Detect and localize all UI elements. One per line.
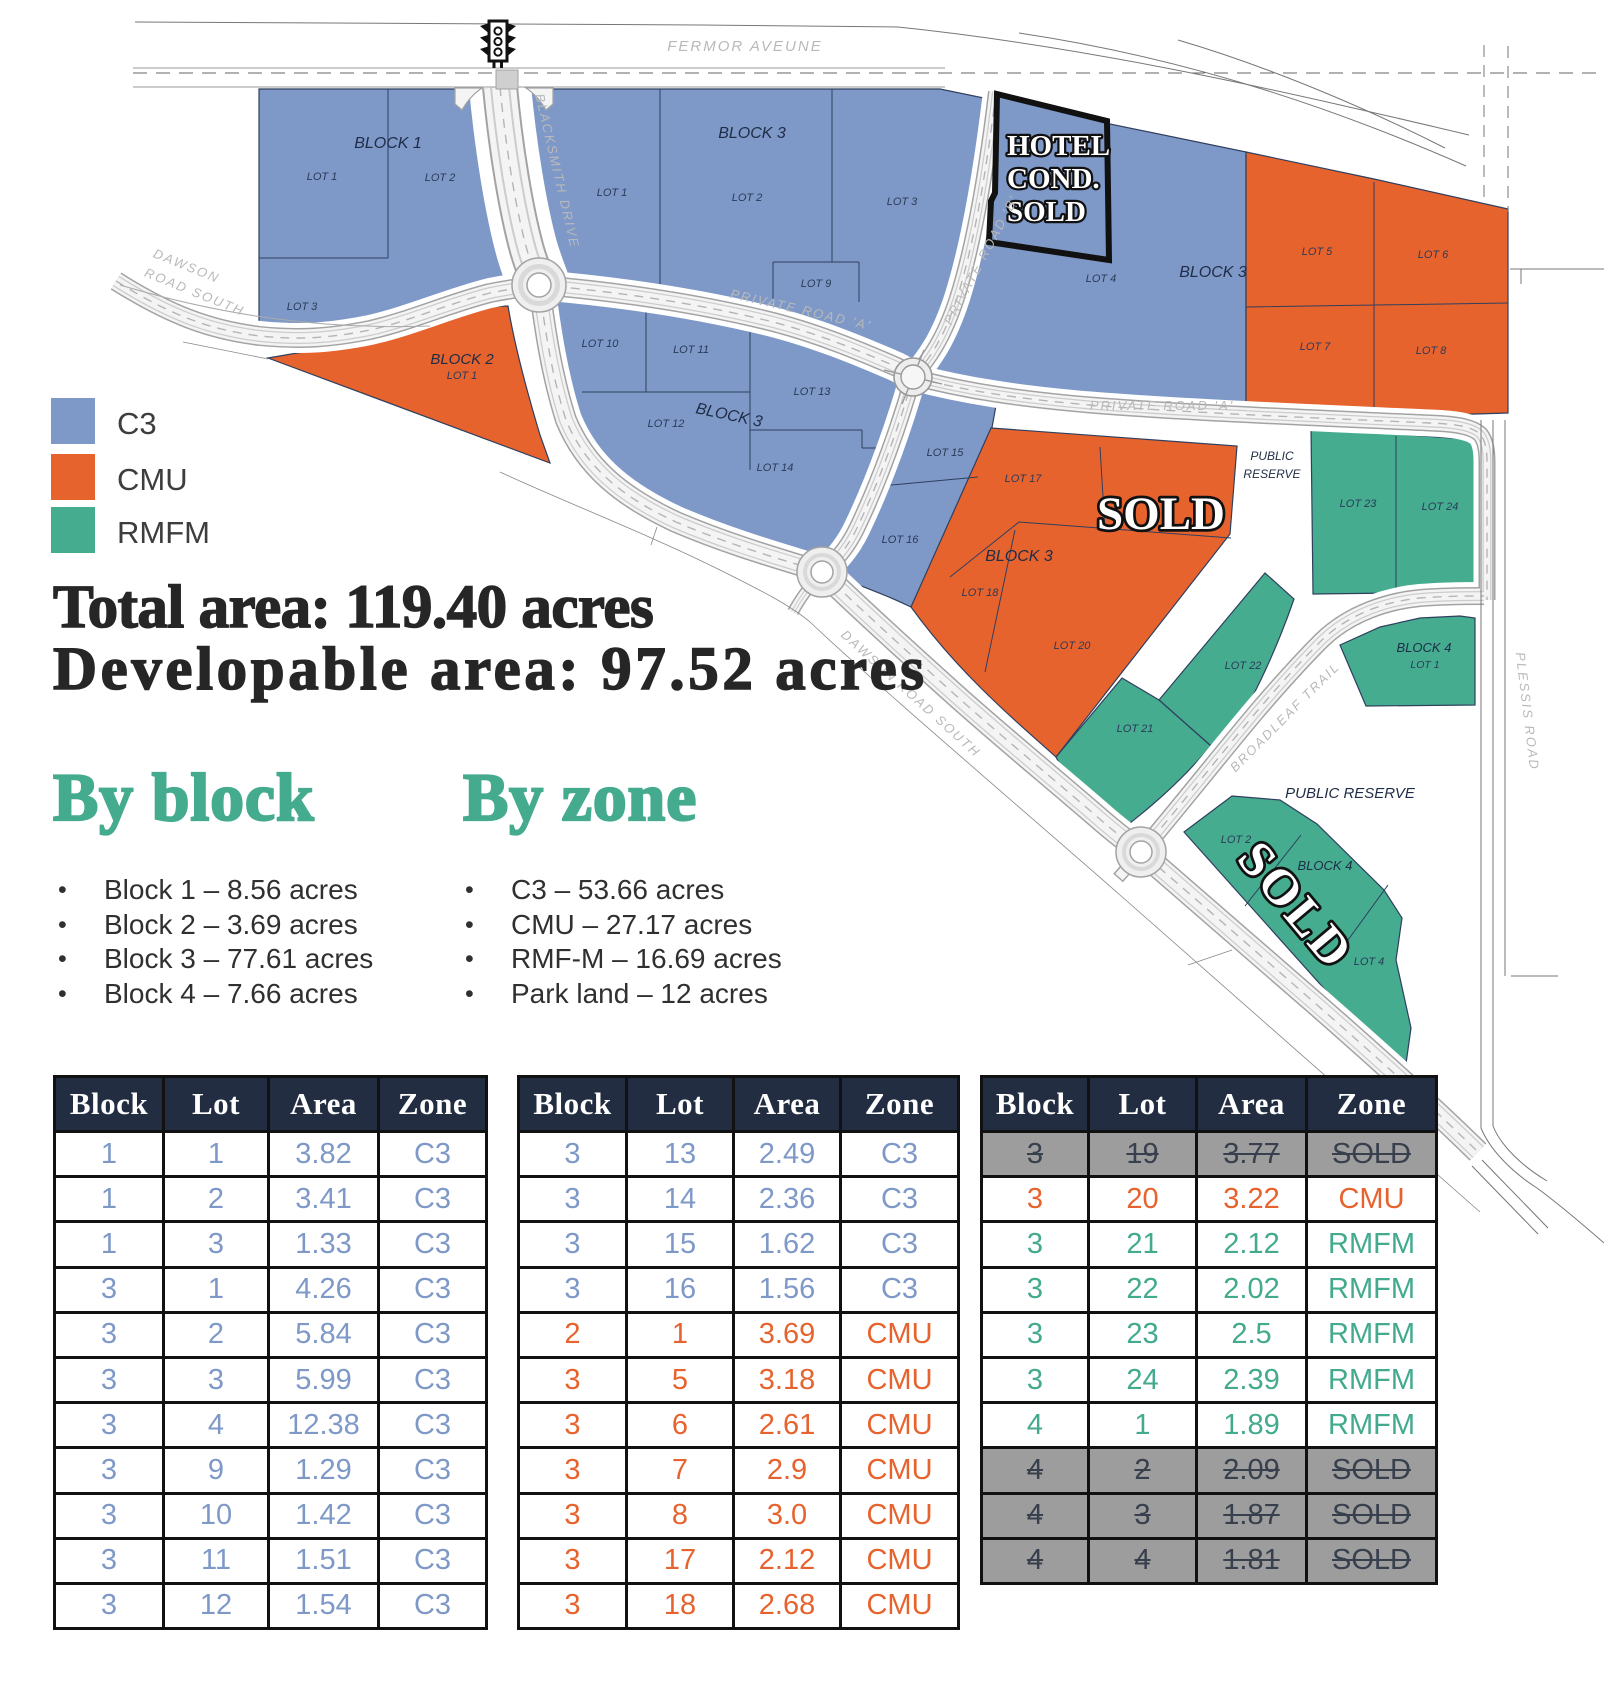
svg-text:LOT 9: LOT 9	[801, 278, 832, 290]
svg-text:BLOCK 4: BLOCK 4	[1298, 858, 1353, 873]
svg-text:LOT 5: LOT 5	[1302, 246, 1333, 258]
svg-text:PUBLIC: PUBLIC	[1250, 449, 1294, 463]
svg-text:LOT 12: LOT 12	[648, 418, 685, 430]
svg-text:LOT 8: LOT 8	[1416, 345, 1447, 357]
svg-text:LOT 18: LOT 18	[962, 587, 1000, 599]
svg-text:LOT 6: LOT 6	[1418, 249, 1449, 261]
svg-text:LOT 2: LOT 2	[732, 192, 763, 204]
svg-text:LOT 13: LOT 13	[794, 386, 832, 398]
svg-text:SOLD: SOLD	[1097, 488, 1225, 540]
svg-text:PLESSIS ROAD: PLESSIS ROAD	[1513, 651, 1542, 771]
svg-text:LOT 11: LOT 11	[673, 344, 709, 356]
svg-text:BLOCK 3: BLOCK 3	[985, 548, 1053, 565]
svg-text:LOT 20: LOT 20	[1054, 640, 1092, 652]
svg-text:LOT 1: LOT 1	[597, 187, 628, 199]
svg-text:LOT 1: LOT 1	[1410, 659, 1439, 671]
svg-text:FERMOR AVEUNE: FERMOR AVEUNE	[667, 38, 822, 55]
svg-text:LOT 3: LOT 3	[887, 196, 918, 208]
svg-text:LOT 22: LOT 22	[1225, 660, 1262, 672]
svg-text:HOTEL: HOTEL	[1007, 130, 1110, 162]
svg-text:LOT 17: LOT 17	[1005, 473, 1043, 485]
svg-text:LOT 1: LOT 1	[307, 171, 338, 183]
svg-text:LOT 23: LOT 23	[1340, 498, 1378, 510]
svg-text:PUBLIC RESERVE: PUBLIC RESERVE	[1285, 785, 1416, 802]
svg-text:BLOCK 1: BLOCK 1	[354, 135, 422, 152]
svg-text:BLOCK 4: BLOCK 4	[1397, 640, 1452, 655]
svg-text:LOT 24: LOT 24	[1422, 501, 1459, 513]
svg-text:LOT 7: LOT 7	[1300, 341, 1331, 353]
svg-text:LOT 2: LOT 2	[425, 172, 456, 184]
svg-text:COND.: COND.	[1007, 163, 1100, 195]
svg-text:BLOCK 3: BLOCK 3	[718, 125, 786, 142]
svg-text:BLOCK 3: BLOCK 3	[1179, 264, 1247, 281]
svg-text:LOT 1: LOT 1	[447, 370, 478, 382]
svg-text:PRIVATE ROAD 'A': PRIVATE ROAD 'A'	[1090, 398, 1234, 413]
svg-text:LOT 21: LOT 21	[1117, 723, 1154, 735]
svg-text:RESERVE: RESERVE	[1243, 467, 1301, 481]
svg-text:LOT 14: LOT 14	[757, 462, 794, 474]
svg-text:SOLD: SOLD	[1007, 196, 1086, 228]
svg-text:LOT 2: LOT 2	[1221, 834, 1252, 846]
svg-text:LOT 15: LOT 15	[927, 447, 965, 459]
svg-text:LOT 4: LOT 4	[1086, 273, 1117, 285]
svg-text:LOT 3: LOT 3	[287, 301, 318, 313]
svg-text:LOT 10: LOT 10	[582, 338, 620, 350]
svg-text:BLOCK 2: BLOCK 2	[430, 351, 494, 368]
svg-text:LOT 4: LOT 4	[1354, 956, 1385, 968]
svg-text:LOT 16: LOT 16	[882, 534, 920, 546]
